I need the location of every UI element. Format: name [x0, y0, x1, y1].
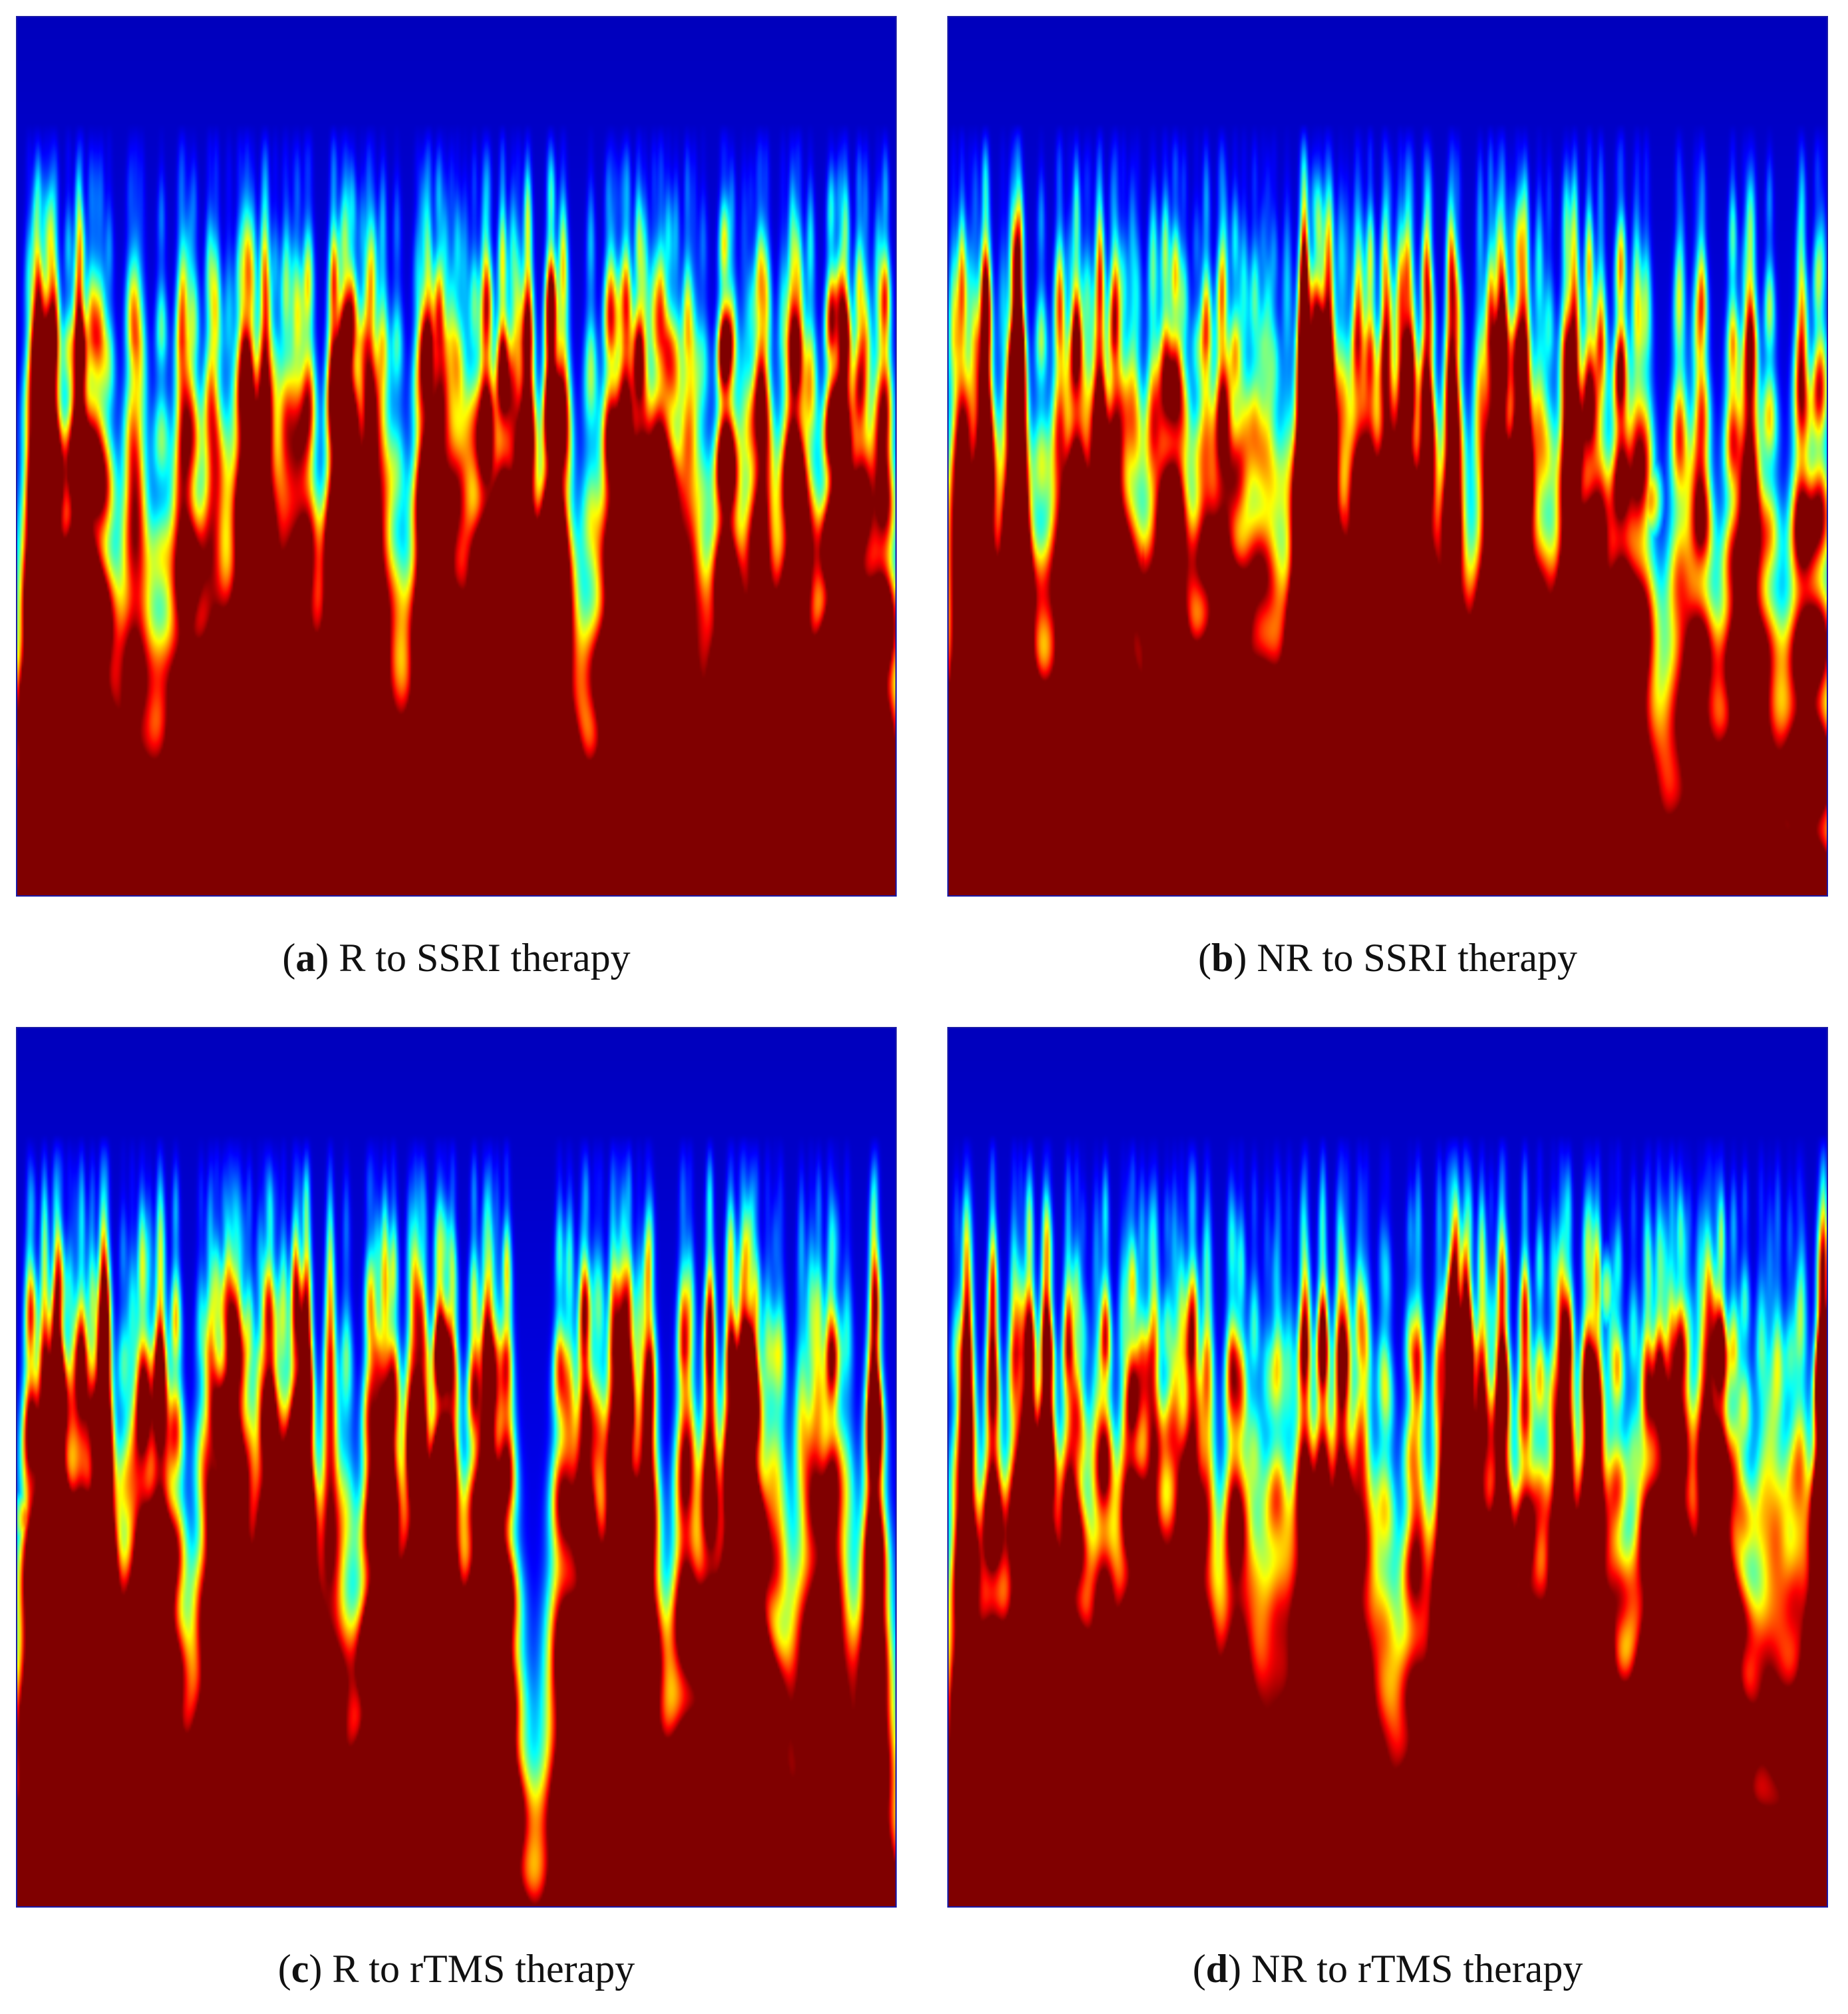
caption-close: )	[1228, 1947, 1242, 1991]
caption-open: (	[1192, 1947, 1206, 1991]
caption-letter: a	[295, 936, 316, 980]
caption-text: NR to rTMS therapy	[1241, 1947, 1583, 1991]
heatmap-b	[947, 16, 1828, 897]
caption-open: (	[277, 1947, 291, 1991]
caption-open: (	[282, 936, 296, 980]
caption-close: )	[1233, 936, 1247, 980]
heatmap-canvas-c	[17, 1028, 895, 1906]
caption-close: )	[315, 936, 329, 980]
caption-b: (b) NR to SSRI therapy	[947, 931, 1828, 984]
caption-letter: c	[291, 1947, 309, 1991]
caption-close: )	[309, 1947, 323, 1991]
caption-a: (a) R to SSRI therapy	[16, 931, 897, 984]
caption-open: (	[1197, 936, 1211, 980]
caption-c: (c) R to rTMS therapy	[16, 1942, 897, 1995]
caption-text: NR to SSRI therapy	[1247, 936, 1577, 980]
heatmap-canvas-b	[949, 17, 1827, 895]
heatmap-c	[16, 1027, 897, 1908]
caption-letter: d	[1205, 1947, 1229, 1991]
caption-letter: b	[1211, 936, 1234, 980]
heatmap-canvas-d	[949, 1028, 1827, 1906]
caption-d: (d) NR to rTMS therapy	[947, 1942, 1828, 1995]
heatmap-canvas-a	[17, 17, 895, 895]
caption-text: R to SSRI therapy	[329, 936, 631, 980]
heatmap-a	[16, 16, 897, 897]
caption-text: R to rTMS therapy	[322, 1947, 635, 1991]
heatmap-d	[947, 1027, 1828, 1908]
